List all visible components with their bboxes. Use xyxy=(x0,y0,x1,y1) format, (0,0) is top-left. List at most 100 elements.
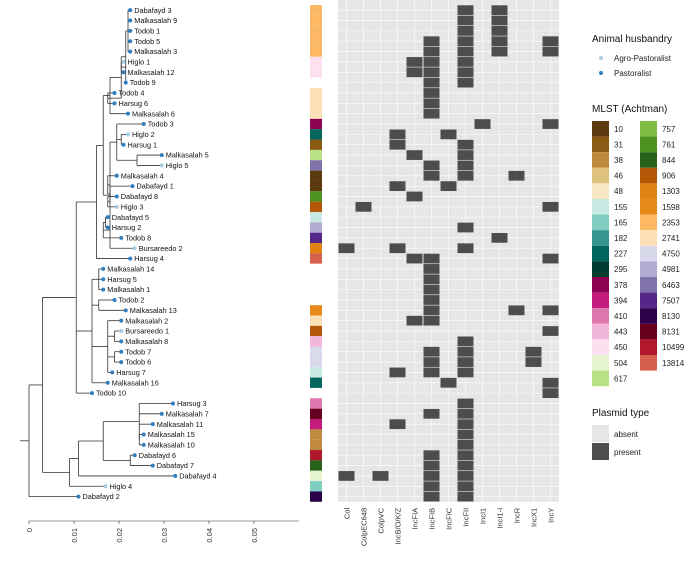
heatmap-cell-present xyxy=(423,481,440,492)
legend-mlst-label: 2741 xyxy=(662,234,680,243)
legend-mlst-swatch xyxy=(592,214,609,231)
tip-point xyxy=(128,49,133,54)
heatmap-cell-present xyxy=(389,181,406,191)
mlst-cell xyxy=(310,212,322,223)
heatmap-cell-present xyxy=(457,357,474,367)
legend-mlst-swatch xyxy=(592,261,609,277)
heatmap-cell-present xyxy=(457,398,474,409)
plasmid-column-label: IncFIB xyxy=(428,508,437,530)
heatmap-cell-present xyxy=(423,450,440,461)
legend-mlst-swatch xyxy=(640,230,657,246)
axis-tick-label: 0.02 xyxy=(115,528,124,543)
legend-mlst-label: 6463 xyxy=(662,281,680,290)
heatmap-cell-present xyxy=(542,119,559,129)
tip-point xyxy=(132,246,137,251)
heatmap-cell-present xyxy=(491,15,508,26)
tip-label: Harsug 6 xyxy=(119,99,149,108)
axis-tick-label: 0.01 xyxy=(70,528,79,543)
heatmap-cell-present xyxy=(389,419,406,430)
heatmap-cell-present xyxy=(406,67,423,78)
legend-mlst-label: 8130 xyxy=(662,312,680,321)
mlst-cell xyxy=(310,460,322,471)
heatmap-cell-present xyxy=(389,367,406,378)
mlst-cell xyxy=(310,450,322,461)
plasmid-column-label: IncY xyxy=(547,508,556,523)
heatmap-cell-present xyxy=(457,336,474,347)
plasmid-column-label: IncX1 xyxy=(530,508,539,527)
heatmap-cell-present xyxy=(542,46,559,57)
legend-mlst-label: 394 xyxy=(614,296,628,305)
tip-label: Todob 10 xyxy=(96,389,126,398)
mlst-cell xyxy=(310,470,322,482)
heatmap-cell-present xyxy=(457,367,474,378)
tip-point xyxy=(150,463,155,468)
mlst-cell xyxy=(310,336,322,347)
mlst-cell xyxy=(310,305,322,316)
tip-label: Malkasalah 11 xyxy=(157,420,204,429)
legend-mlst-swatch xyxy=(592,292,609,309)
mlst-cell xyxy=(310,243,322,254)
axis-tick-label: 0.05 xyxy=(250,528,259,543)
legend-mlst-label: 31 xyxy=(614,140,623,149)
tip-point xyxy=(159,411,164,416)
mlst-cell xyxy=(310,356,322,368)
heatmap-cell-present xyxy=(508,305,525,316)
tip-label: Todob 1 xyxy=(134,26,160,35)
heatmap-cell-present xyxy=(338,471,355,481)
tip-point xyxy=(126,132,130,137)
tip-label: Higlo 1 xyxy=(128,58,151,67)
tip-label: Harsug 5 xyxy=(107,275,137,284)
legend-mlst-label: 165 xyxy=(614,218,628,227)
heatmap-cell-present xyxy=(423,264,440,274)
heatmap-cell-present xyxy=(508,170,525,181)
heatmap-cell-present xyxy=(542,377,559,388)
legend-mlst-swatch xyxy=(640,167,657,184)
tip-point xyxy=(123,80,128,85)
mlst-cell xyxy=(310,419,322,430)
heatmap-cell-present xyxy=(423,160,440,171)
tip-label: Higlo 2 xyxy=(132,130,155,139)
heatmap-cell-present xyxy=(457,243,474,254)
heatmap-cell-present xyxy=(457,150,474,160)
legend-mlst-swatch xyxy=(592,277,609,293)
tip-point xyxy=(101,287,106,292)
heatmap-cell-present xyxy=(406,315,423,326)
legend-mlst-swatch xyxy=(592,152,609,168)
plasmid-column-label: IncR xyxy=(513,507,522,523)
heatmap-cell-present xyxy=(542,253,559,264)
tree-axis: 0 0.01 0.02 0.03 0.04 0.05 xyxy=(25,520,299,543)
mlst-cell xyxy=(310,232,322,244)
mlst-cell xyxy=(310,160,322,171)
tip-label: Malkasalah 13 xyxy=(130,306,177,315)
tip-label: Todob 6 xyxy=(125,358,151,367)
legend-mlst-label: 155 xyxy=(614,203,628,212)
legend-mlst-label: 4750 xyxy=(662,250,680,259)
axis-tick-label: 0.04 xyxy=(205,528,214,543)
tip-point xyxy=(101,266,106,271)
heatmap-cell-present xyxy=(457,460,474,471)
heatmap-cell-present xyxy=(542,201,559,212)
tip-point xyxy=(141,432,146,437)
plasmid-column-label: IncI1-I xyxy=(496,508,505,529)
heatmap-cell-present xyxy=(389,139,406,150)
heatmap-cell-present xyxy=(457,36,474,47)
heatmap-cell-present xyxy=(491,5,508,16)
mlst-cell xyxy=(310,398,322,409)
heatmap-cell-present xyxy=(542,388,559,398)
legend-mlst-swatch xyxy=(592,355,609,371)
tip-point xyxy=(128,8,133,13)
heatmap-cell-present xyxy=(423,46,440,57)
tip-label: Todob 7 xyxy=(125,347,151,356)
plasmid-axis-labels: Col ColpEC648 ColpVC IncB/O/K/Z IncFIA IncFIB… xyxy=(343,507,556,546)
legend-mlst-swatch xyxy=(640,183,657,199)
legend-mlst-label: 46 xyxy=(614,172,623,181)
legend-mlst-swatch xyxy=(640,292,657,309)
heatmap-cell-present xyxy=(440,181,457,191)
legend-mlst-label: 617 xyxy=(614,374,628,383)
tip-point xyxy=(119,329,124,334)
tip-label: Malkasalah 5 xyxy=(166,151,209,160)
heatmap-cell-present xyxy=(406,57,423,67)
mlst-cell xyxy=(310,25,322,37)
heatmap-cell-present xyxy=(423,471,440,481)
heatmap-cell-present xyxy=(457,139,474,150)
